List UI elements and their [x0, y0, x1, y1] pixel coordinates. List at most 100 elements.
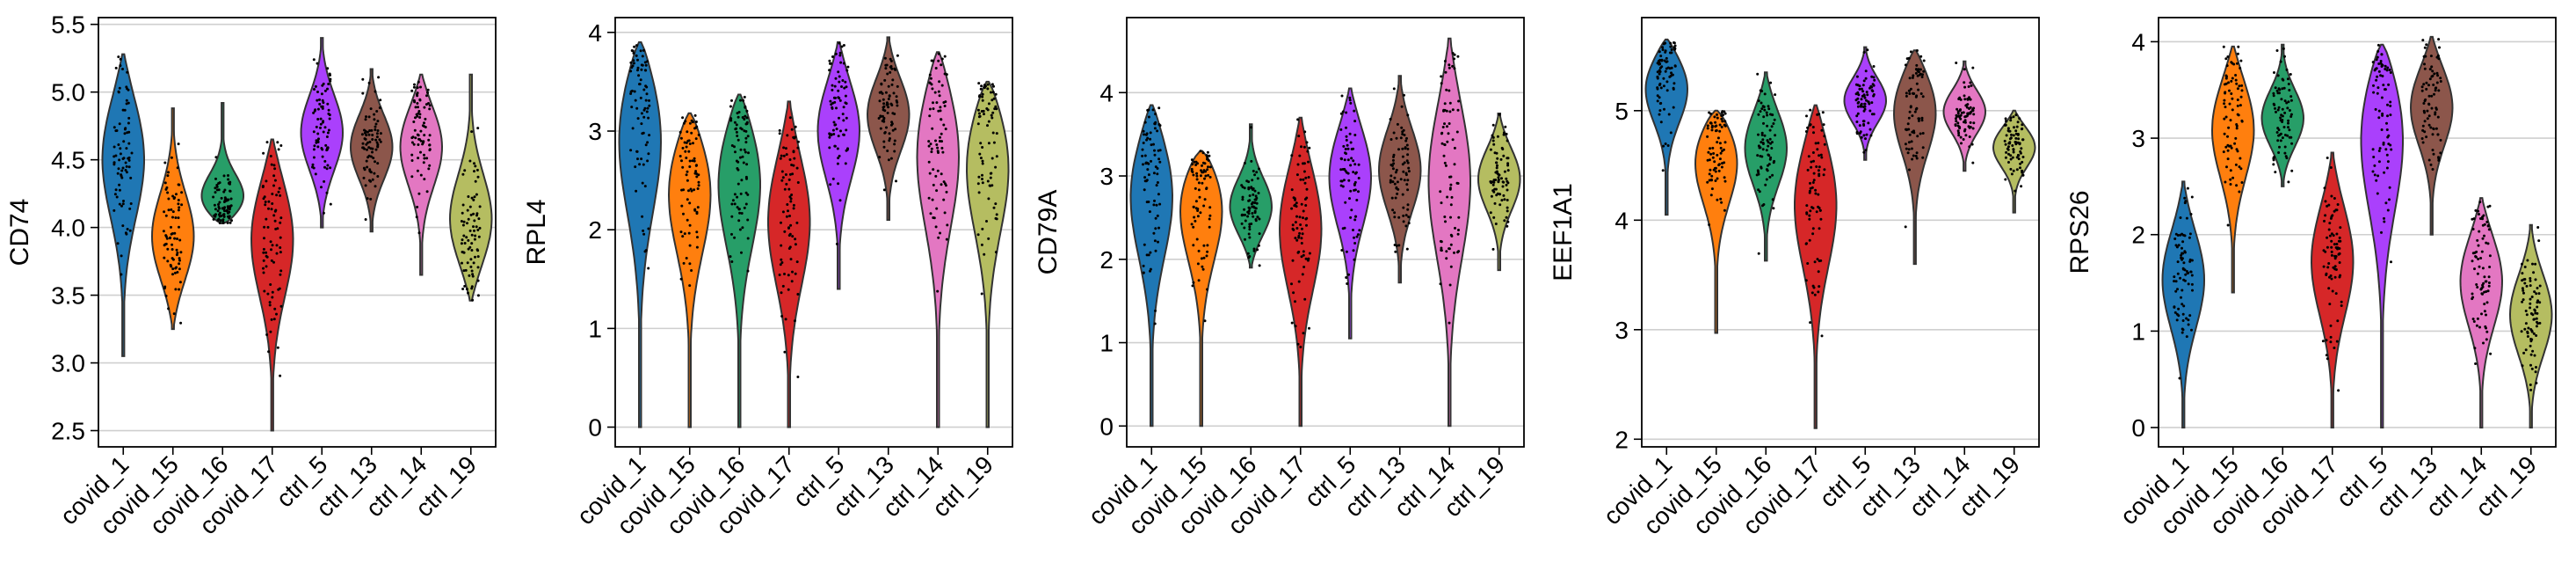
data-point: [1403, 161, 1406, 164]
violin-covid_1: [618, 41, 663, 428]
data-point: [2330, 253, 2333, 257]
data-point: [2174, 280, 2178, 283]
data-point: [1251, 212, 1254, 215]
data-point: [1451, 138, 1455, 142]
data-point: [1756, 154, 1760, 157]
data-point: [1714, 121, 1717, 124]
data-point: [1199, 211, 1202, 215]
data-point: [1295, 201, 1298, 205]
data-point: [374, 160, 376, 164]
data-point: [1145, 132, 1149, 135]
data-point: [2428, 77, 2432, 81]
data-point: [2535, 317, 2538, 320]
data-point: [2437, 89, 2441, 92]
data-point: [2287, 121, 2289, 125]
data-point: [1812, 172, 1816, 175]
data-point: [1299, 223, 1303, 226]
data-point: [314, 172, 317, 176]
data-point: [787, 178, 791, 181]
data-point: [2525, 284, 2529, 288]
data-point: [1860, 135, 1863, 139]
data-point: [2274, 171, 2277, 174]
data-point: [737, 138, 740, 142]
data-point: [842, 133, 845, 136]
data-point: [2435, 106, 2438, 110]
data-point: [2183, 201, 2187, 205]
y-tick-label: 3.5: [51, 282, 85, 310]
data-point: [679, 136, 683, 140]
data-point: [1869, 109, 1872, 113]
data-point: [790, 280, 794, 283]
data-point: [2279, 60, 2282, 63]
data-point: [640, 112, 643, 115]
plot-frame: [98, 17, 497, 448]
data-point: [646, 60, 649, 63]
data-point: [272, 164, 276, 167]
data-point: [1303, 170, 1306, 173]
data-point: [782, 146, 786, 150]
data-point: [116, 172, 120, 175]
data-point: [983, 86, 986, 90]
data-point: [472, 212, 475, 216]
data-point: [928, 172, 932, 175]
data-point: [2325, 354, 2328, 357]
data-point: [931, 87, 934, 91]
data-point: [736, 135, 739, 137]
data-point: [271, 296, 274, 299]
data-point: [2007, 161, 2010, 164]
data-point: [1964, 134, 1968, 137]
data-point: [780, 221, 782, 224]
data-point: [2538, 284, 2542, 288]
data-point: [1401, 133, 1404, 135]
data-point: [790, 194, 794, 196]
data-point: [695, 175, 699, 179]
data-point: [1905, 91, 1908, 95]
data-point: [2477, 258, 2480, 260]
data-point: [123, 132, 127, 135]
data-point: [1718, 157, 1722, 161]
data-point: [319, 122, 323, 126]
data-point: [478, 226, 482, 230]
data-point: [780, 258, 783, 261]
data-point: [475, 212, 479, 216]
data-point: [641, 181, 644, 185]
data-point: [1397, 187, 1400, 191]
data-point: [1255, 201, 1259, 205]
data-point: [781, 176, 785, 179]
data-point: [978, 152, 982, 156]
data-point: [2021, 160, 2024, 164]
data-point: [369, 179, 373, 183]
data-point: [2014, 136, 2018, 140]
data-point: [2327, 262, 2331, 265]
data-point: [467, 195, 470, 198]
data-point: [170, 208, 173, 211]
data-point: [223, 188, 227, 192]
data-point: [1243, 186, 1246, 190]
data-point: [2335, 243, 2339, 245]
data-point: [1804, 279, 1808, 282]
data-point: [1300, 202, 1303, 206]
data-point: [1506, 169, 1510, 172]
data-point: [1248, 228, 1252, 231]
data-point: [1339, 184, 1343, 187]
data-point: [1303, 145, 1306, 149]
data-point: [2021, 156, 2025, 158]
y-axis-label: RPS26: [2065, 190, 2094, 274]
data-point: [1658, 72, 1661, 76]
y-tick-label: 4: [1615, 207, 1629, 234]
data-point: [1820, 128, 1824, 132]
data-point: [2004, 156, 2007, 159]
data-point: [417, 80, 420, 84]
data-point: [787, 187, 791, 191]
violin-covid_15: [150, 107, 195, 331]
data-point: [746, 237, 750, 240]
data-point: [1244, 219, 1247, 223]
data-point: [2224, 91, 2227, 95]
data-point: [1247, 199, 1251, 202]
data-point: [942, 198, 946, 201]
data-point: [976, 122, 980, 126]
data-point: [686, 218, 689, 222]
data-point: [697, 173, 700, 177]
data-point: [1297, 234, 1301, 238]
data-point: [2487, 228, 2491, 231]
